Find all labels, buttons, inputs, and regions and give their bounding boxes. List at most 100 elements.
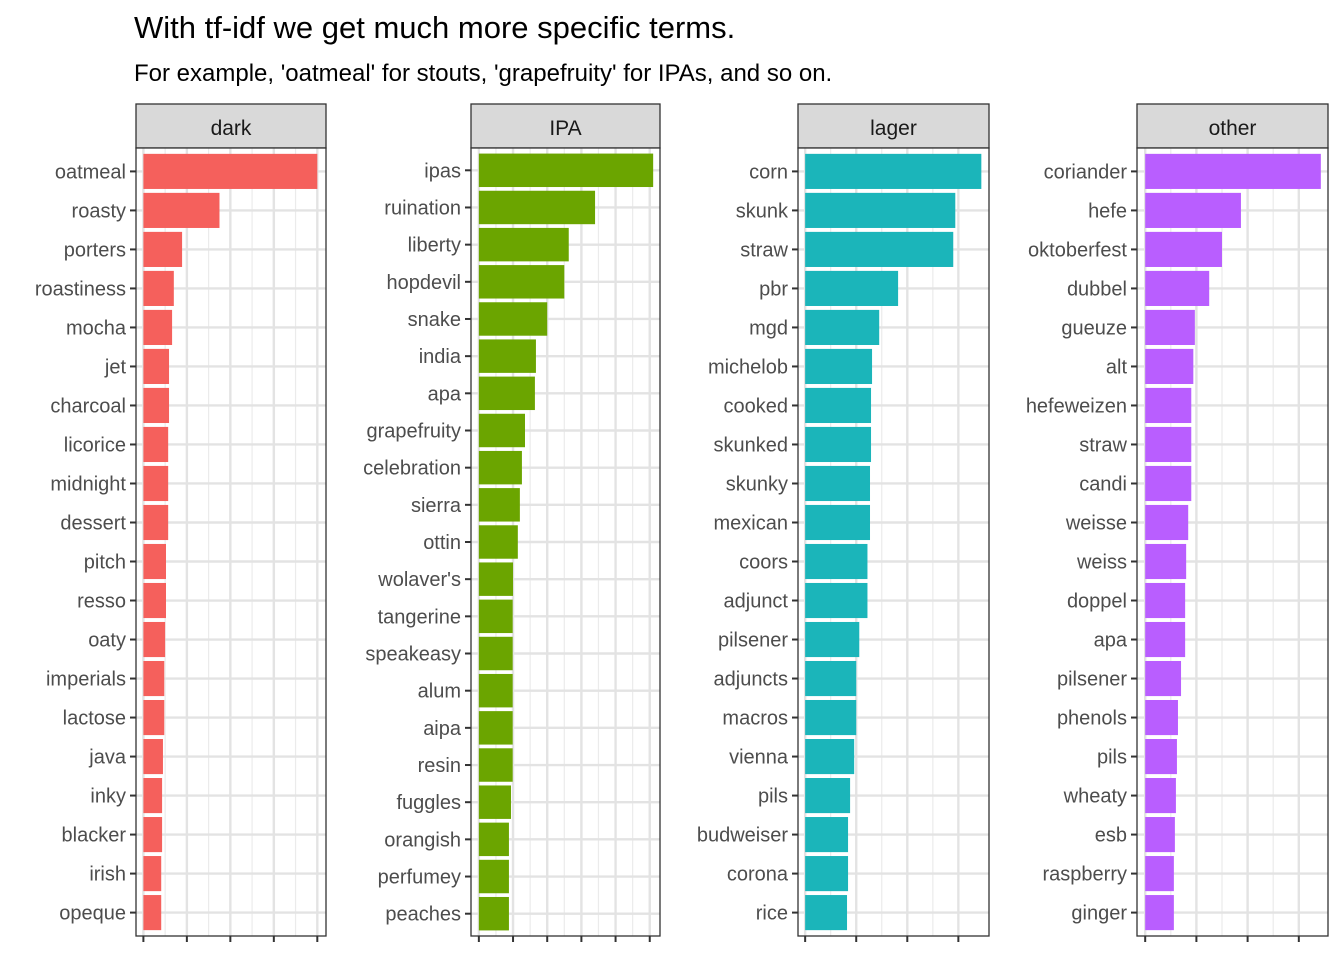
- y-tick-label: alt: [1106, 356, 1128, 378]
- bar-wolaver's: [478, 562, 514, 596]
- bar-fuggles: [478, 785, 511, 819]
- bar-opeque: [143, 895, 162, 931]
- y-tick-label: imperials: [46, 669, 126, 691]
- y-tick-label: candi: [1079, 473, 1127, 495]
- facet-dark: dark oatmeal roasty porters roastiness mocha j…: [35, 103, 327, 942]
- bar-irish: [143, 856, 162, 892]
- bar-phenols: [1145, 699, 1178, 736]
- y-tick-label: grapefruity: [367, 420, 462, 442]
- y-tick-label: wheaty: [1063, 786, 1127, 808]
- y-tick-label: pilsener: [1057, 669, 1127, 691]
- chart-title: With tf-idf we get much more specific te…: [134, 10, 736, 45]
- bar-skunk: [805, 192, 956, 228]
- y-tick-label: skunked: [714, 434, 789, 456]
- bar-dessert: [143, 504, 169, 541]
- y-tick-label: licorice: [64, 434, 126, 456]
- bar-sierra: [478, 488, 520, 522]
- bar-adjunct: [805, 582, 868, 619]
- bar-liberty: [478, 227, 569, 262]
- bar-resin: [478, 748, 513, 782]
- y-tick-label: roastiness: [35, 278, 126, 300]
- y-tick-label: resso: [77, 591, 126, 613]
- facet-strip-label: dark: [211, 117, 252, 140]
- y-tick-label: resin: [418, 755, 461, 777]
- bar-gueuze: [1145, 309, 1195, 345]
- y-tick-label: corona: [727, 864, 789, 886]
- bar-orangish: [478, 822, 509, 857]
- bar-skunky: [805, 465, 871, 502]
- y-tick-label: snake: [408, 309, 461, 331]
- facet-strip-label: lager: [870, 117, 917, 140]
- bar-pitch: [143, 543, 166, 580]
- y-tick-label: phenols: [1057, 708, 1127, 730]
- bar-doppel: [1145, 582, 1186, 619]
- bar-ginger: [1145, 895, 1174, 931]
- facet-other: other coriander hefe oktoberfest dubbel gueuz…: [1026, 103, 1329, 942]
- bar-michelob: [805, 348, 873, 385]
- bar-cooked: [805, 387, 872, 424]
- bar-midnight: [143, 465, 169, 502]
- y-tick-label: oktoberfest: [1028, 239, 1127, 261]
- bar-roastiness: [143, 270, 174, 306]
- bar-mgd: [805, 309, 880, 345]
- y-tick-label: ipas: [424, 160, 461, 182]
- bar-imperials: [143, 660, 165, 697]
- y-tick-label: coors: [739, 552, 788, 574]
- bar-alum: [478, 673, 513, 708]
- y-tick-label: irish: [89, 864, 126, 886]
- y-tick-label: aipa: [423, 718, 462, 740]
- y-tick-label: dessert: [60, 512, 126, 534]
- bar-oaty: [143, 621, 166, 658]
- y-tick-label: tangerine: [378, 606, 461, 628]
- panel-border: [470, 147, 661, 937]
- bar-vienna: [805, 739, 855, 775]
- panel-border: [1136, 147, 1329, 937]
- y-tick-label: gueuze: [1061, 317, 1127, 339]
- bar-ipas: [478, 153, 654, 188]
- bar-weiss: [1145, 543, 1187, 580]
- bar-pilsener: [1145, 660, 1182, 697]
- y-tick-label: peaches: [385, 904, 461, 926]
- y-tick-label: perfumey: [378, 867, 461, 889]
- bar-skunked: [805, 426, 872, 463]
- bar-pilsener: [805, 621, 860, 658]
- bar-apa: [1145, 621, 1186, 658]
- y-tick-label: adjunct: [724, 591, 789, 613]
- bar-hefeweizen: [1145, 387, 1192, 424]
- y-tick-label: roasty: [72, 200, 126, 222]
- y-tick-label: midnight: [50, 473, 126, 495]
- facet-lager: lager corn skunk straw pbr mgd michelob cooked s…: [697, 103, 990, 942]
- bar-ottin: [478, 525, 518, 559]
- y-tick-label: vienna: [729, 747, 789, 769]
- y-tick-label: macros: [722, 708, 788, 730]
- y-tick-label: corn: [749, 161, 788, 183]
- facet-strip-label: IPA: [549, 117, 581, 140]
- y-tick-label: ruination: [384, 197, 461, 219]
- y-tick-label: liberty: [408, 235, 461, 257]
- y-tick-label: dubbel: [1067, 278, 1127, 300]
- bar-licorice: [143, 426, 169, 463]
- y-tick-label: hefeweizen: [1026, 395, 1127, 417]
- bar-jet: [143, 348, 170, 385]
- bar-rice: [805, 895, 848, 931]
- y-tick-label: doppel: [1067, 591, 1127, 613]
- panel-border: [135, 147, 327, 937]
- bar-hefe: [1145, 192, 1241, 228]
- y-tick-label: esb: [1095, 825, 1127, 847]
- bar-apa: [478, 376, 535, 411]
- y-tick-label: weiss: [1076, 552, 1127, 574]
- bar-straw: [805, 231, 954, 267]
- y-tick-label: jet: [104, 356, 127, 378]
- y-tick-label: cooked: [724, 395, 789, 417]
- y-tick-label: michelob: [708, 356, 788, 378]
- bar-dubbel: [1145, 270, 1210, 306]
- bar-candi: [1145, 465, 1192, 502]
- bar-india: [478, 339, 536, 373]
- y-tick-label: opeque: [59, 903, 126, 925]
- bar-coors: [805, 543, 868, 580]
- y-tick-label: pbr: [759, 278, 788, 300]
- bar-raspberry: [1145, 856, 1174, 892]
- y-tick-label: pilsener: [718, 630, 788, 652]
- y-tick-label: apa: [428, 383, 462, 405]
- y-tick-label: rice: [756, 903, 788, 925]
